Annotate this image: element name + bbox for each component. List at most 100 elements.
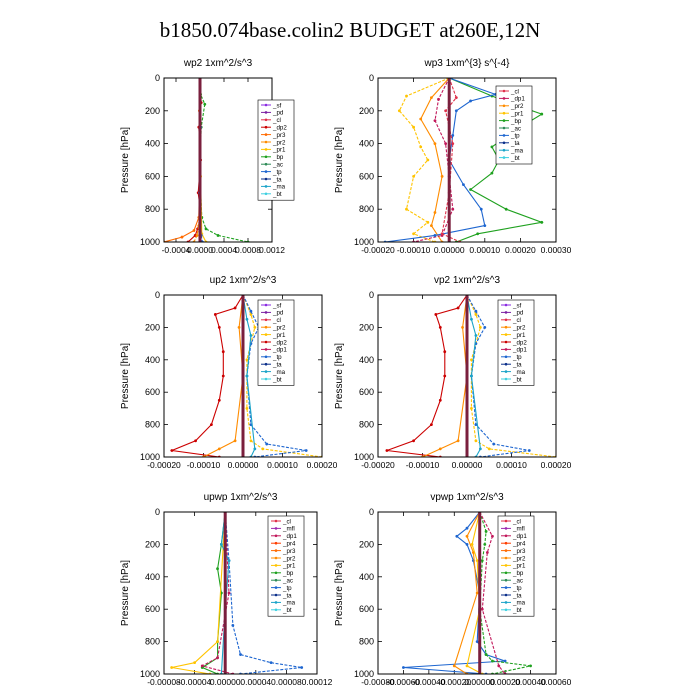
x-tick-label: -0.00020: [147, 460, 181, 470]
series-point-dp2: [210, 423, 213, 426]
series-point-bp: [484, 530, 488, 533]
series-point-tp: [304, 449, 308, 452]
x-tick-label: 0.0000: [187, 245, 213, 255]
x-tick-label: 0.0008: [235, 245, 261, 255]
legend-marker: [502, 119, 506, 122]
y-tick-label: 200: [359, 322, 374, 332]
legend-marker: [504, 534, 508, 538]
y-tick-label: 400: [359, 139, 374, 149]
x-tick-label: 0.00060: [541, 677, 572, 687]
legend-entry: _pr1: [512, 563, 526, 570]
series-point-pr1: [405, 207, 408, 211]
x-tick-label: -0.00010: [187, 460, 221, 470]
series-point-pr1: [193, 661, 197, 665]
legend-entry: _mfl: [282, 526, 295, 533]
legend-box: [497, 515, 535, 617]
legend-marker: [274, 541, 278, 545]
y-tick-label: 800: [359, 420, 374, 430]
legend-entry: _pr3: [272, 132, 286, 139]
series-point-tp: [433, 234, 437, 237]
legend-entry: _ta: [282, 592, 292, 599]
series-point-pr1: [249, 439, 253, 443]
series-line-dp2: [386, 295, 468, 457]
series-point-pr1: [465, 664, 469, 668]
x-tick-label: 0.00010: [469, 245, 500, 255]
series-line-dp1: [413, 78, 454, 242]
legend-entry: _tp: [272, 169, 282, 176]
series-point-dp2: [194, 439, 198, 443]
legend-marker: [504, 601, 508, 604]
series-line-ma: [242, 295, 256, 457]
series-point-tp: [475, 640, 479, 643]
series-point-pr1: [419, 145, 423, 149]
legend-entry: _bp: [512, 570, 524, 577]
y-tick-label: 600: [359, 387, 374, 397]
series-point-pr1: [245, 358, 249, 362]
legend-entry: _ma: [272, 184, 286, 191]
y-tick-label: 1000: [140, 237, 160, 247]
series-point-bp: [204, 227, 208, 231]
legend-marker: [502, 156, 506, 159]
legend-marker: [264, 362, 268, 366]
chart-panel-3: vp2 1xm^2/s^3 Pressure [hPa] 0 200 400 600 800…: [334, 275, 572, 470]
series-point-pr1: [475, 559, 479, 562]
legend-entry: _pr2: [272, 325, 286, 332]
series-point-dp1: [491, 534, 494, 538]
series-point-tp: [462, 183, 465, 187]
legend-marker: [264, 170, 268, 173]
legend-entry: _pr2: [512, 555, 526, 562]
legend-entry: _ta: [510, 140, 520, 147]
chart-title: upwp 1xm^2/s^3: [204, 492, 278, 503]
series-point-tp: [249, 309, 253, 313]
legend-entry: _cl: [272, 117, 281, 124]
legend-entry: _tp: [282, 585, 292, 592]
y-tick-label: 0: [155, 507, 160, 517]
legend-marker: [502, 111, 506, 115]
series-point-pr2: [419, 117, 423, 121]
series-point-tp: [469, 99, 472, 103]
series-point-bp: [476, 232, 480, 236]
series-line-tp: [403, 512, 506, 674]
series-point-dp1: [200, 664, 204, 668]
chart-panel-4: upwp 1xm^2/s^3 Pressure [hPa] 0 200 400 600 80…: [120, 492, 333, 687]
legend-marker: [504, 541, 508, 545]
chart-panel-0: wp2 1xm^2/s^3 Pressure [hPa] 0 200 400 600 800…: [120, 58, 295, 255]
legend-entry: _ac: [510, 125, 521, 132]
legend-entry: _dp1: [282, 533, 297, 540]
legend-entry: _ma: [512, 369, 526, 376]
legend-entry: _bp: [282, 570, 294, 577]
series-group: [164, 78, 250, 242]
series-point-tp: [300, 666, 304, 669]
series-point-bp: [540, 112, 544, 116]
legend-marker: [264, 125, 268, 129]
legend-entry: _sf: [512, 302, 522, 309]
series-point-tp: [455, 534, 459, 538]
plot-frame: [377, 511, 557, 675]
legend-entry: _pr2: [512, 325, 526, 332]
y-axis-label: Pressure [hPa]: [120, 127, 131, 193]
legend-entry: _ac: [282, 578, 293, 585]
y-tick-label: 800: [359, 204, 374, 214]
series-point-tp: [451, 134, 455, 137]
x-tick-label: 0.00000: [464, 677, 495, 687]
chart-title: vpwp 1xm^2/s^3: [430, 492, 504, 503]
y-tick-label: 1000: [140, 452, 160, 462]
series-line-pr1: [466, 295, 556, 457]
y-tick-label: 0: [155, 73, 160, 83]
legend-entry: _cl: [282, 518, 291, 525]
legend-entry: _pr1: [512, 332, 526, 339]
legend-entry: _bt: [512, 607, 522, 614]
series-point-dp2: [221, 350, 225, 354]
series-point-bp: [490, 171, 494, 175]
y-tick-label: 400: [145, 139, 160, 149]
series-point-pr2: [440, 175, 444, 178]
legend-marker: [274, 556, 278, 560]
x-tick-label: -0.00020: [361, 460, 395, 470]
series-point-bp: [216, 234, 220, 237]
x-tick-label: 0.00030: [541, 245, 572, 255]
series-point-pr1: [405, 94, 408, 98]
series-point-tp: [503, 659, 507, 663]
series-point-dp1: [444, 142, 448, 146]
series-point-ma: [474, 334, 478, 337]
series-point-dp2: [170, 449, 174, 452]
